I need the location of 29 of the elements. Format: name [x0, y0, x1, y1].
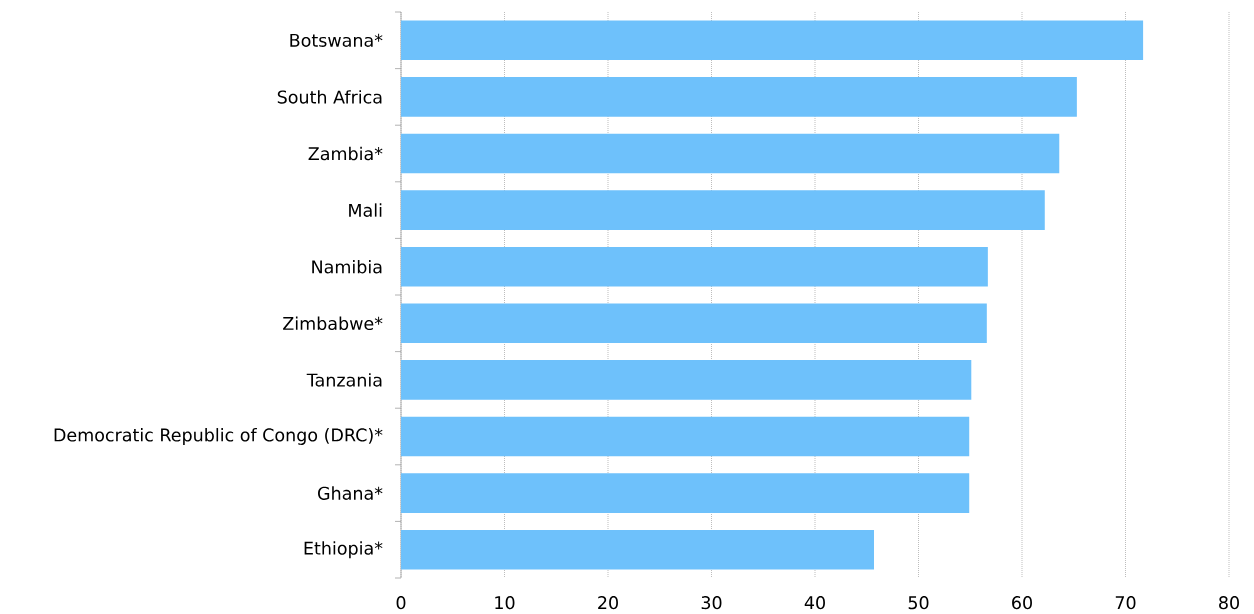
- y-tick-label: Botswana*: [290, 33, 383, 47]
- bar: [401, 20, 1144, 61]
- y-tick-label: Ghana*: [318, 486, 383, 500]
- bar: [401, 77, 1077, 117]
- x-tick-label: 10: [495, 596, 515, 610]
- bar: [401, 303, 987, 344]
- bar: [401, 190, 1045, 230]
- x-tick-label: 40: [804, 596, 825, 610]
- y-tick-label: Zimbabwe*: [283, 316, 383, 331]
- y-tick-label: Zambia*: [308, 146, 383, 161]
- bar: [401, 473, 970, 513]
- x-tick-label: 70: [1115, 596, 1136, 610]
- x-tick-label: 60: [1012, 596, 1032, 610]
- y-tick-label: Ethiopia*: [304, 541, 383, 559]
- x-tick-label: 30: [701, 596, 722, 610]
- y-tick-label: South Africa: [277, 90, 382, 104]
- y-tick-label: Mali: [349, 203, 382, 217]
- bar: [401, 246, 988, 287]
- y-tick-label: Namibia: [312, 259, 382, 274]
- bar: [401, 133, 1060, 174]
- bar: [401, 529, 874, 570]
- x-tick-label: 80: [1219, 596, 1239, 610]
- x-tick-label: 20: [598, 596, 618, 610]
- y-tick-label: Tanzania: [306, 373, 382, 387]
- bar: [401, 360, 972, 400]
- bar: [401, 416, 970, 457]
- x-tick-label: 0: [396, 596, 406, 610]
- y-tick-label: Democratic Republic of Congo (DRC)*: [54, 428, 383, 445]
- x-tick-label: 50: [908, 596, 929, 610]
